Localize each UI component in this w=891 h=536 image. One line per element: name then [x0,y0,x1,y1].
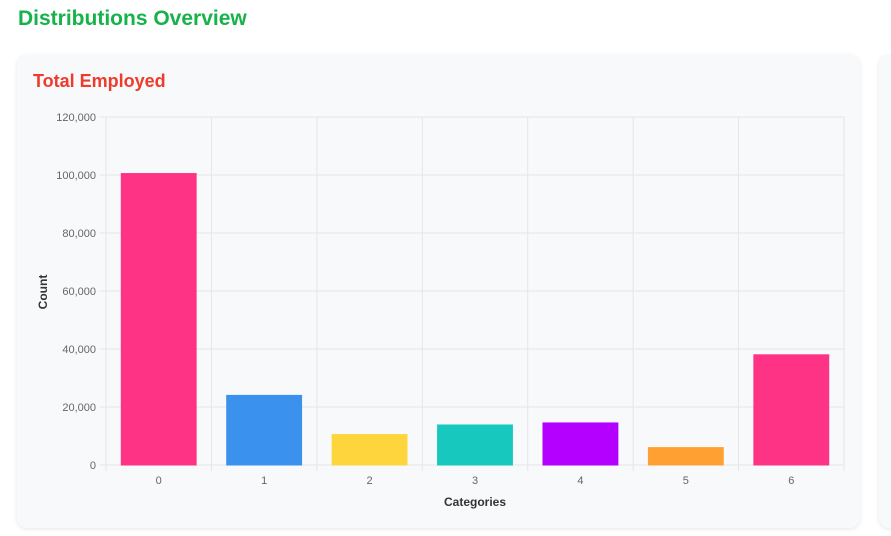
y-tick-label: 100,000 [56,170,96,182]
x-axis-title: Categories [444,495,506,509]
x-tick-label: 6 [788,475,794,487]
bar-1 [226,394,303,466]
bar-2 [331,434,408,466]
bar-6 [753,354,830,466]
x-tick-label: 2 [367,475,373,487]
gridlines [100,116,845,471]
card-title: Total Employed [33,71,166,91]
y-tick-label: 120,000 [56,112,96,124]
y-tick-label: 80,000 [62,228,96,240]
bar-4 [542,422,619,466]
bar-5 [647,447,724,466]
y-axis-title: Count [36,275,50,310]
bars [120,173,830,466]
bar-chart: 020,00040,00060,00080,000100,000120,000 … [36,112,845,509]
y-tick-label: 40,000 [62,344,96,356]
y-tick-label: 20,000 [62,402,96,414]
bar-0 [120,173,197,466]
x-tick-label: 0 [156,475,162,487]
x-tick-label: 1 [261,475,267,487]
x-tick-label: 5 [683,475,689,487]
page-title: Distributions Overview [18,7,247,30]
y-tick-label: 0 [90,460,96,472]
y-tick-label: 60,000 [62,286,96,298]
x-tick-label: 3 [472,475,478,487]
y-tick-labels: 0 20,000 40,000 60,000 80,000 100,000 120,000 [56,112,96,472]
chart-card: Total Employed 0 20,000 40,000 60,000 80,000… [17,55,860,528]
x-tick-labels: 0 1 2 3 4 5 6 [156,475,795,487]
next-chart-card [879,55,891,528]
bar-3 [437,424,513,466]
x-tick-label: 4 [577,475,583,487]
